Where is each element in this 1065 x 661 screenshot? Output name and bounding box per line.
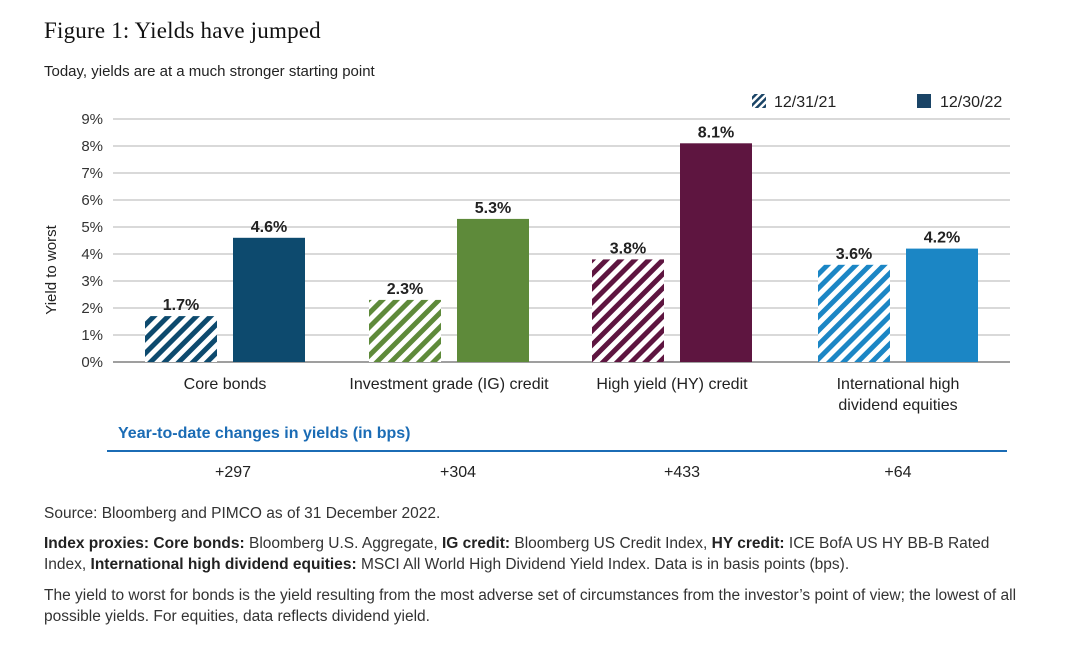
category-label: Investment grade (IG) credit <box>349 376 549 393</box>
bar-2021-0 <box>145 316 217 362</box>
ytd-value-core-bonds: +297 <box>214 464 252 481</box>
bar-2022-0 <box>233 237 305 362</box>
legend-label-2022: 12/30/22 <box>940 94 1002 111</box>
index-proxies-prefix: Index proxies: <box>44 535 154 552</box>
y-tick-label: 4% <box>81 246 103 263</box>
bar-2022-1 <box>457 218 529 362</box>
bar-2021-1 <box>369 299 441 362</box>
x-category-labels: Core bonds Investment grade (IG) credit Hi… <box>184 376 960 414</box>
legend-swatch-2022 <box>917 94 931 108</box>
bar-value-label: 8.1% <box>698 124 734 141</box>
ytd-value-hy-credit: +433 <box>663 464 701 481</box>
ytd-value-intl-equities: +64 <box>884 464 912 481</box>
bar-value-label: 1.7% <box>163 297 199 314</box>
index-proxies-note: Index proxies: Core bonds: Bloomberg U.S… <box>44 533 1034 575</box>
category-label: International high dividend equities <box>837 376 960 414</box>
y-axis-label: Yield to worst <box>43 224 60 314</box>
ig-credit-label: IG credit: <box>442 535 511 552</box>
category-label: High yield (HY) credit <box>596 376 748 393</box>
bar-value-label: 5.3% <box>475 200 511 217</box>
y-tick-labels: 0% 1% 2% 3% 4% 5% 6% 7% 8% 9% <box>81 111 103 371</box>
ytd-value-ig-credit: +304 <box>439 464 477 481</box>
intl-equities-label: International high dividend equities: <box>90 556 357 573</box>
yield-to-worst-note: The yield to worst for bonds is the yiel… <box>44 587 1017 625</box>
y-tick-label: 9% <box>81 111 103 128</box>
y-tick-label: 7% <box>81 165 103 182</box>
ytd-changes-title: Year-to-date changes in yields (in bps) <box>118 425 411 442</box>
y-tick-label: 1% <box>81 327 103 344</box>
y-tick-label: 8% <box>81 138 103 155</box>
y-tick-label: 5% <box>81 219 103 236</box>
bar-value-label: 3.6% <box>836 246 872 263</box>
bar-2022-3 <box>906 248 978 362</box>
bar-value-label: 2.3% <box>387 281 423 298</box>
bar-value-label: 3.8% <box>610 240 646 257</box>
hy-credit-text: ICE BofA US HY BB-B Rated Index, <box>44 535 990 573</box>
bar-chart: 0% 1% 2% 3% 4% 5% 6% 7% 8% 9% 1.7% 4.6% 2.3% 5.3% 3.8… <box>43 94 1010 414</box>
figure-title: Figure 1: Yields have jumped <box>44 18 321 43</box>
legend-swatch-2021 <box>752 94 766 108</box>
bar-2021-2 <box>592 259 664 362</box>
y-tick-label: 2% <box>81 300 103 317</box>
category-label: Core bonds <box>184 376 267 393</box>
bar-value-labels: 1.7% 4.6% 2.3% 5.3% 3.8% 8.1% 3.6% 4.2% <box>163 124 960 314</box>
ig-credit-text: Bloomberg US Credit Index, <box>510 535 712 552</box>
chart-subtitle: Today, yields are at a much stronger sta… <box>44 63 375 80</box>
bar-2021-3 <box>818 264 890 362</box>
bar-value-label: 4.2% <box>924 230 960 247</box>
bars <box>145 143 978 362</box>
core-bonds-text: Bloomberg U.S. Aggregate, <box>244 535 442 552</box>
legend-label-2021: 12/31/21 <box>774 94 836 111</box>
bar-value-label: 4.6% <box>251 219 287 236</box>
y-tick-label: 6% <box>81 192 103 209</box>
y-tick-label: 0% <box>81 354 103 371</box>
hy-credit-label: HY credit: <box>711 535 785 552</box>
intl-equities-text: MSCI All World High Dividend Yield Index… <box>356 556 850 573</box>
source-note: Source: Bloomberg and PIMCO as of 31 Dec… <box>44 505 441 522</box>
y-tick-label: 3% <box>81 273 103 290</box>
core-bonds-label: Core bonds: <box>153 535 245 552</box>
bar-2022-2 <box>680 143 752 362</box>
ytd-divider <box>107 450 1007 452</box>
legend: 12/31/21 12/30/22 <box>752 94 1002 111</box>
